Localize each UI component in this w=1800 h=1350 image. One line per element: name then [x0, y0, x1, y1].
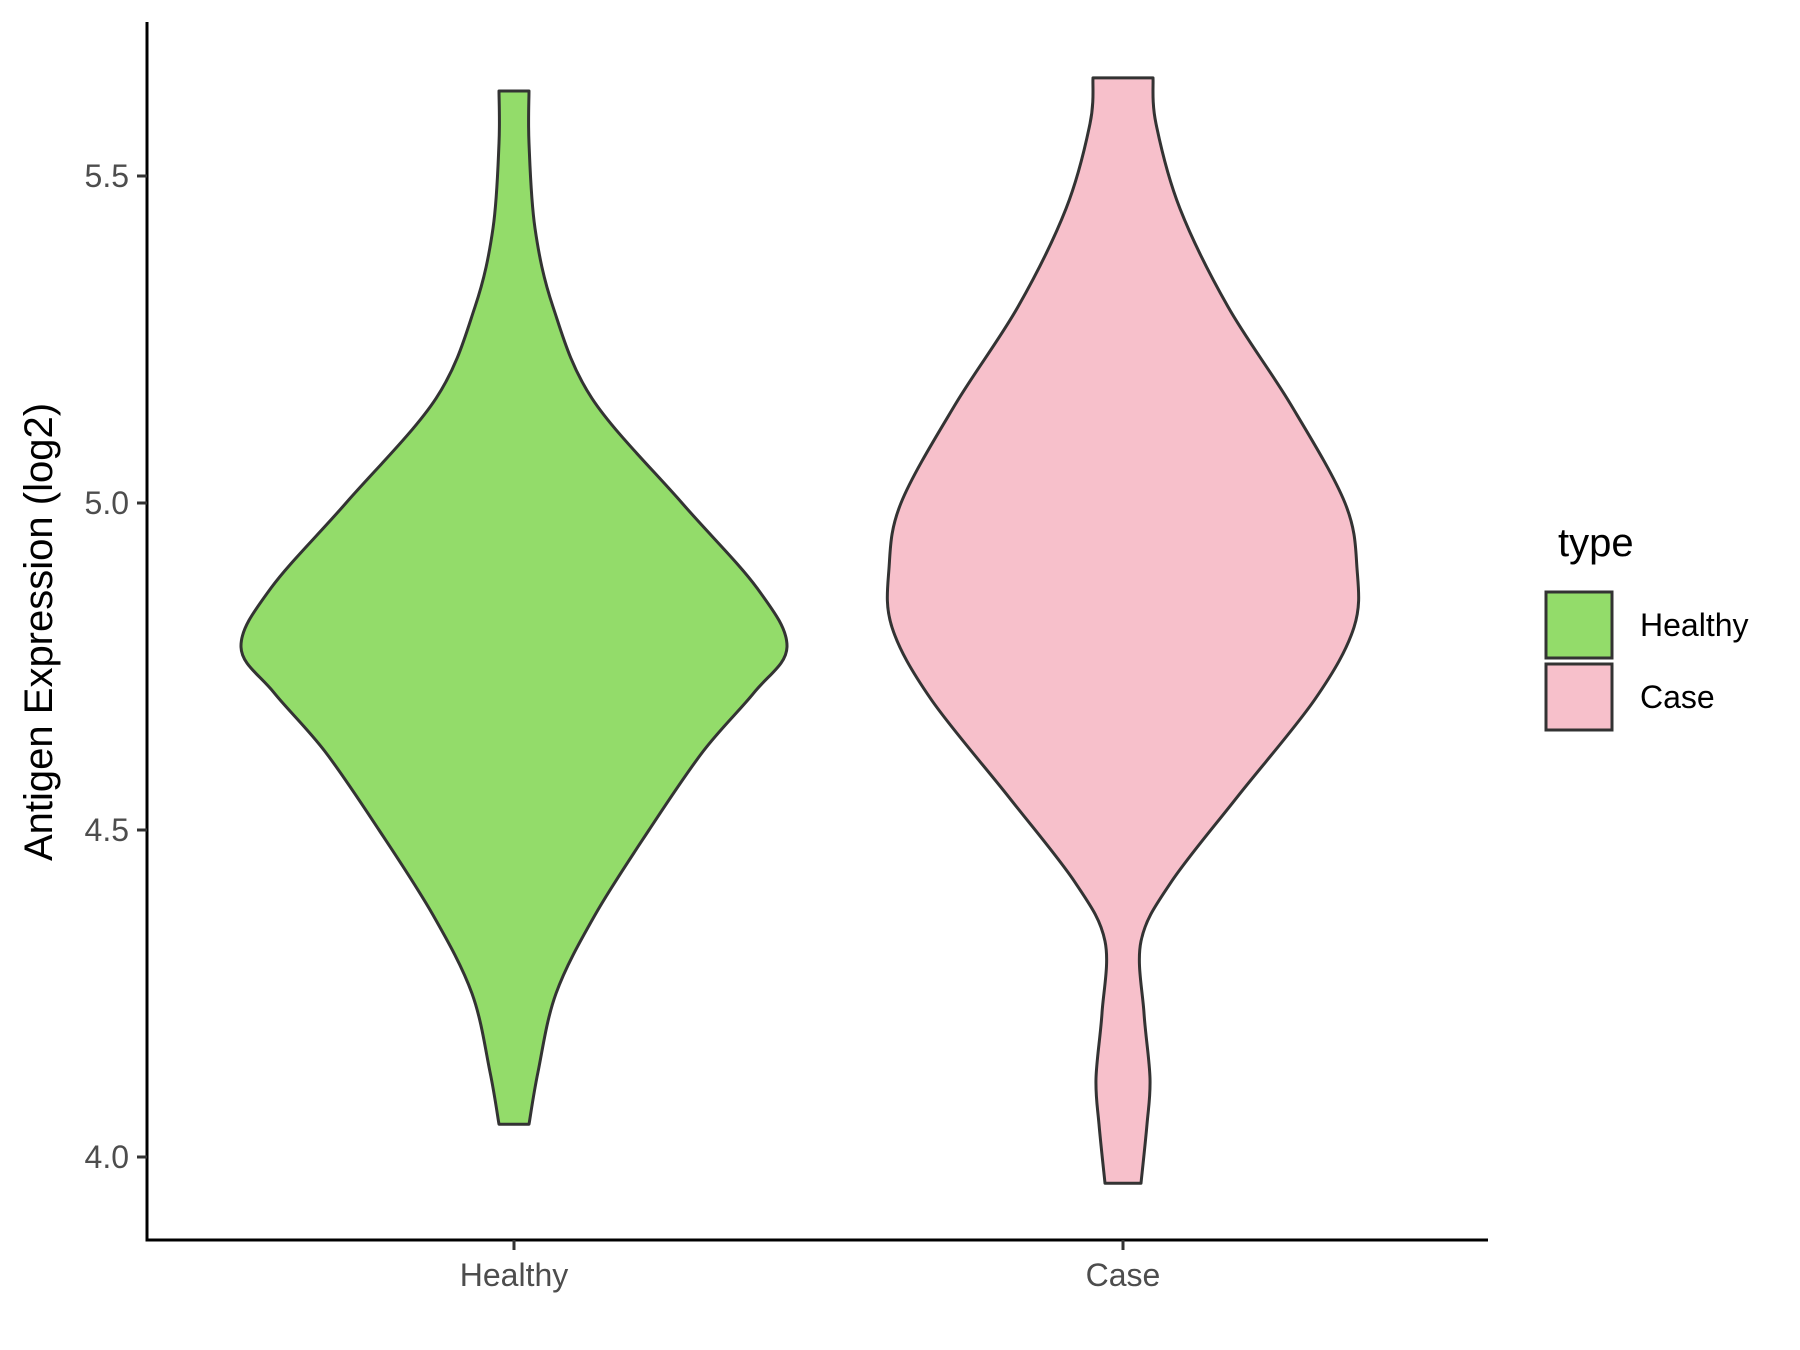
legend-swatch-case [1544, 662, 1614, 732]
axes: 4.0 4.5 5.0 5.5 Healthy Case [85, 22, 1488, 1293]
violin-case [885, 76, 1361, 1185]
violin-layer [239, 76, 1361, 1185]
legend: type Healthy Case [1544, 521, 1749, 732]
x-tick-label: Case [1086, 1257, 1161, 1293]
y-tick-label: 4.0 [85, 1139, 129, 1175]
legend-label-healthy: Healthy [1640, 607, 1749, 643]
y-tick-label: 5.5 [85, 158, 129, 194]
legend-label-case: Case [1640, 679, 1715, 715]
legend-title: type [1558, 521, 1634, 565]
y-axis-title: Antigen Expression (log2) [17, 403, 61, 861]
y-tick-label: 5.0 [85, 485, 129, 521]
x-tick-label: Healthy [460, 1257, 569, 1293]
legend-items: Healthy Case [1544, 590, 1749, 732]
violin-healthy [239, 89, 789, 1126]
legend-swatch-healthy [1544, 590, 1614, 660]
x-ticks: Healthy Case [460, 1240, 1161, 1293]
y-tick-label: 4.5 [85, 812, 129, 848]
y-ticks: 4.0 4.5 5.0 5.5 [85, 158, 147, 1175]
